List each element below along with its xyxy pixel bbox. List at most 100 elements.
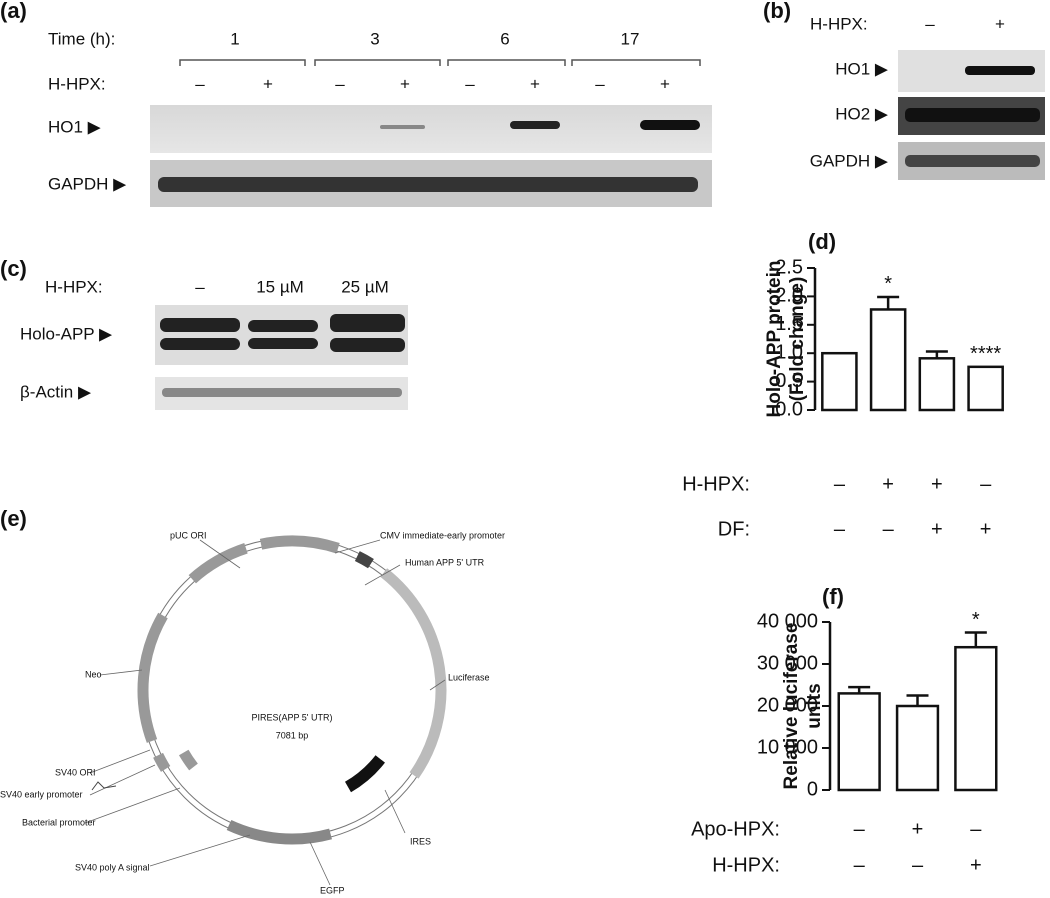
condition-value: + <box>970 854 982 876</box>
y-tick-label: 20 000 <box>757 694 818 716</box>
panel-label: (b) <box>763 0 791 23</box>
brackets <box>179 59 701 66</box>
plasmid-name: PIRES(APP 5' UTR) <box>251 712 332 722</box>
y-tick-label: 0.0 <box>775 398 803 420</box>
treatment-value: – <box>195 74 205 93</box>
time-label: Time (h): <box>48 29 115 48</box>
feature-arc <box>344 755 385 793</box>
feature-label: Neo <box>85 669 102 679</box>
y-tick-label: 1.0 <box>775 341 803 363</box>
panel-label: (c) <box>0 256 27 281</box>
condition-value: – <box>854 818 866 840</box>
bar <box>967 365 1004 412</box>
panel-label: (f) <box>822 584 844 609</box>
condition-value: + <box>931 473 943 495</box>
significance: * <box>972 609 980 631</box>
condition-name: H-HPX: <box>682 473 750 495</box>
treatment-value: 15 µM <box>256 277 304 296</box>
condition-name: H-HPX: <box>712 854 780 876</box>
feature-arc <box>354 551 374 569</box>
condition-value: – <box>970 818 982 840</box>
treatment-value: + <box>660 74 670 93</box>
condition-value: + <box>882 473 894 495</box>
bar <box>837 692 881 792</box>
feature-label: SV40 poly A signal <box>75 862 150 872</box>
plasmid-map <box>137 535 447 845</box>
feature-arc <box>226 820 332 845</box>
plasmid-size: 7081 bp <box>276 730 309 740</box>
band <box>905 155 1040 167</box>
bar <box>821 351 858 412</box>
feature-label: Luciferase <box>448 672 490 682</box>
treatment-value: – <box>595 74 605 93</box>
condition-value: + <box>912 818 924 840</box>
y-axis-label: (Fold change) <box>787 277 808 402</box>
leader-lines <box>84 539 446 886</box>
treatment-value: + <box>995 14 1005 33</box>
y-tick-label: 2.5 <box>775 256 803 278</box>
feature-label: IRES <box>410 836 431 846</box>
treatment-value: – <box>465 74 475 93</box>
feature-label: SV40 ORI <box>55 767 96 777</box>
y-tick-label: 0 <box>807 778 818 800</box>
treatment-value: – <box>195 277 205 296</box>
feature-arc <box>259 535 340 554</box>
feature-arc <box>178 749 198 771</box>
panel-label: (a) <box>0 0 27 23</box>
y-axis-label: units <box>804 683 825 728</box>
condition-value: – <box>834 518 846 540</box>
time-value: 3 <box>370 29 379 48</box>
condition-value: – <box>980 473 992 495</box>
treatment-label: H-HPX: <box>45 277 103 296</box>
feature-arc <box>380 568 447 779</box>
feature-label: Bacterial promoter <box>22 817 96 827</box>
row-label: HO1 ▶ <box>48 117 102 136</box>
treatment-value: – <box>335 74 345 93</box>
row-label: GAPDH ▶ <box>810 151 889 170</box>
time-value: 17 <box>621 29 640 48</box>
panel-label: (d) <box>808 229 836 254</box>
treatment-label: H-HPX: <box>48 74 106 93</box>
feature-arc <box>137 612 168 743</box>
panel-label: (e) <box>0 506 27 531</box>
condition-value: + <box>980 518 992 540</box>
row-label: Holo-APP ▶ <box>20 324 113 343</box>
band <box>905 108 1040 122</box>
y-tick-label: 40 000 <box>757 610 818 632</box>
y-tick-label: 0.5 <box>775 370 803 392</box>
condition-value: – <box>834 473 846 495</box>
y-tick-label: 2.0 <box>775 285 803 307</box>
feature-label: SV40 early promoter <box>0 789 83 799</box>
condition-value: – <box>854 854 866 876</box>
y-axis-label: Relative luciferase <box>781 623 802 790</box>
significance: **** <box>970 343 1001 365</box>
treatment-value: + <box>400 74 410 93</box>
bar <box>895 704 940 792</box>
bands <box>160 314 405 352</box>
band <box>162 388 402 397</box>
row-label: GAPDH ▶ <box>48 174 127 193</box>
feature-label: pUC ORI <box>170 530 207 540</box>
treatment-value: 25 µM <box>341 277 389 296</box>
condition-name: Apo-HPX: <box>691 818 780 840</box>
treatment-value: – <box>925 14 935 33</box>
feature-arc <box>153 752 171 772</box>
time-value: 1 <box>230 29 239 48</box>
feature-label: EGFP <box>320 885 345 895</box>
treatment-value: + <box>263 74 273 93</box>
condition-value: – <box>912 854 924 876</box>
condition-value: – <box>883 518 895 540</box>
feature-arc <box>188 543 248 584</box>
bands <box>158 120 700 192</box>
row-label: HO1 ▶ <box>835 59 889 78</box>
bar <box>954 645 998 792</box>
blot-ho1 <box>150 105 712 153</box>
row-label: β-Actin ▶ <box>20 382 92 401</box>
bar <box>869 308 907 412</box>
y-tick-label: 30 000 <box>757 652 818 674</box>
feature-label: CMV immediate-early promoter <box>380 530 505 540</box>
row-label: HO2 ▶ <box>835 104 889 123</box>
treatment-value: + <box>530 74 540 93</box>
time-value: 6 <box>500 29 509 48</box>
